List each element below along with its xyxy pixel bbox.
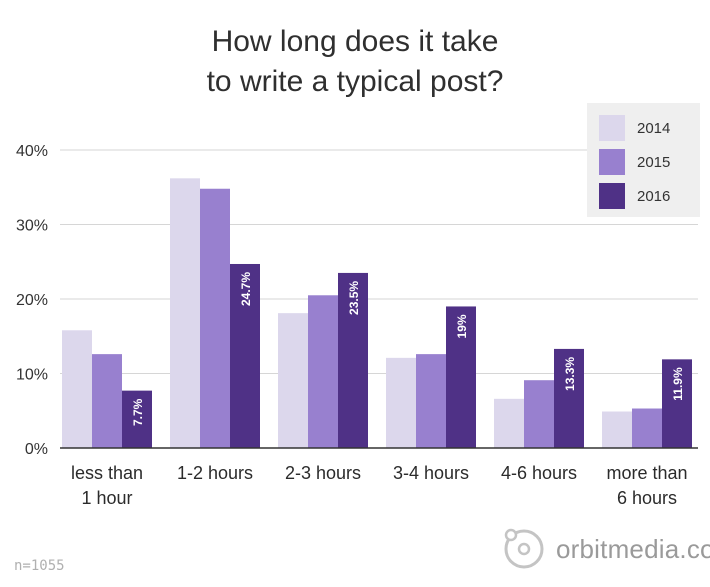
chart-title-line-2: to write a typical post? — [206, 65, 504, 98]
sample-size-note: n=1055 — [14, 558, 65, 574]
x-tick-label: 1 hour — [81, 488, 132, 508]
x-tick-label: 4-6 hours — [501, 463, 577, 483]
legend-item-2016: 2016 — [599, 183, 670, 209]
x-tick-label: 1-2 hours — [177, 463, 253, 483]
x-tick-label: less than — [71, 463, 143, 483]
x-tick-label: 3-4 hours — [393, 463, 469, 483]
bar-2014-4 — [494, 398, 524, 448]
bar-2016-0 — [122, 390, 152, 448]
bar-2014-2 — [278, 313, 308, 448]
bar-2015-5 — [632, 408, 662, 448]
chart-title-line-1: How long does it take — [211, 25, 499, 58]
bar-2015-3 — [416, 354, 446, 448]
legend-swatch-2014 — [599, 115, 625, 141]
legend-swatch-2015 — [599, 149, 625, 175]
legend-item-2015: 2015 — [599, 149, 670, 175]
bar-2015-0 — [92, 354, 122, 448]
data-label: 7.7% — [131, 398, 145, 426]
bar-2016-4 — [554, 348, 584, 448]
y-tick-label: 40% — [16, 143, 48, 160]
x-tick-label: more than — [606, 463, 687, 483]
data-label: 23.5% — [347, 281, 361, 315]
legend-label-2015: 2015 — [637, 153, 671, 171]
bar-2016-5 — [662, 359, 692, 448]
bar-2015-4 — [524, 380, 554, 448]
bar-2014-3 — [386, 357, 416, 448]
legend-item-2014: 2014 — [599, 115, 670, 141]
data-label: 13.3% — [563, 357, 577, 391]
legend-swatch-2016 — [599, 183, 625, 209]
bar-2016-1 — [230, 263, 260, 448]
bar-2016-2 — [338, 272, 368, 448]
y-tick-label: 0% — [25, 441, 48, 458]
chart-title: How long does it take to write a typical… — [0, 22, 710, 102]
y-tick-label: 10% — [16, 367, 48, 384]
bar-2014-0 — [62, 330, 92, 448]
data-label: 19% — [455, 314, 469, 338]
bar-2015-2 — [308, 295, 338, 448]
y-tick-label: 30% — [16, 218, 48, 235]
orbit-logo-icon — [504, 528, 544, 569]
x-tick-label: 2-3 hours — [285, 463, 361, 483]
legend-label-2016: 2016 — [637, 187, 671, 205]
legend-label-2014: 2014 — [637, 119, 671, 137]
data-label: 11.9% — [671, 367, 685, 401]
chart-legend: 2014 2015 2016 — [587, 103, 700, 217]
bar-2016-3 — [446, 306, 476, 448]
data-label: 24.7% — [239, 272, 253, 306]
x-tick-label: 6 hours — [617, 488, 677, 508]
bar-2015-1 — [200, 188, 230, 449]
brand-logo: orbitmedia.com — [500, 524, 710, 574]
bar-2014-1 — [170, 178, 200, 448]
bar-2014-5 — [602, 411, 632, 448]
brand-name: orbitmedia.com — [556, 533, 710, 564]
y-tick-label: 20% — [16, 292, 48, 309]
